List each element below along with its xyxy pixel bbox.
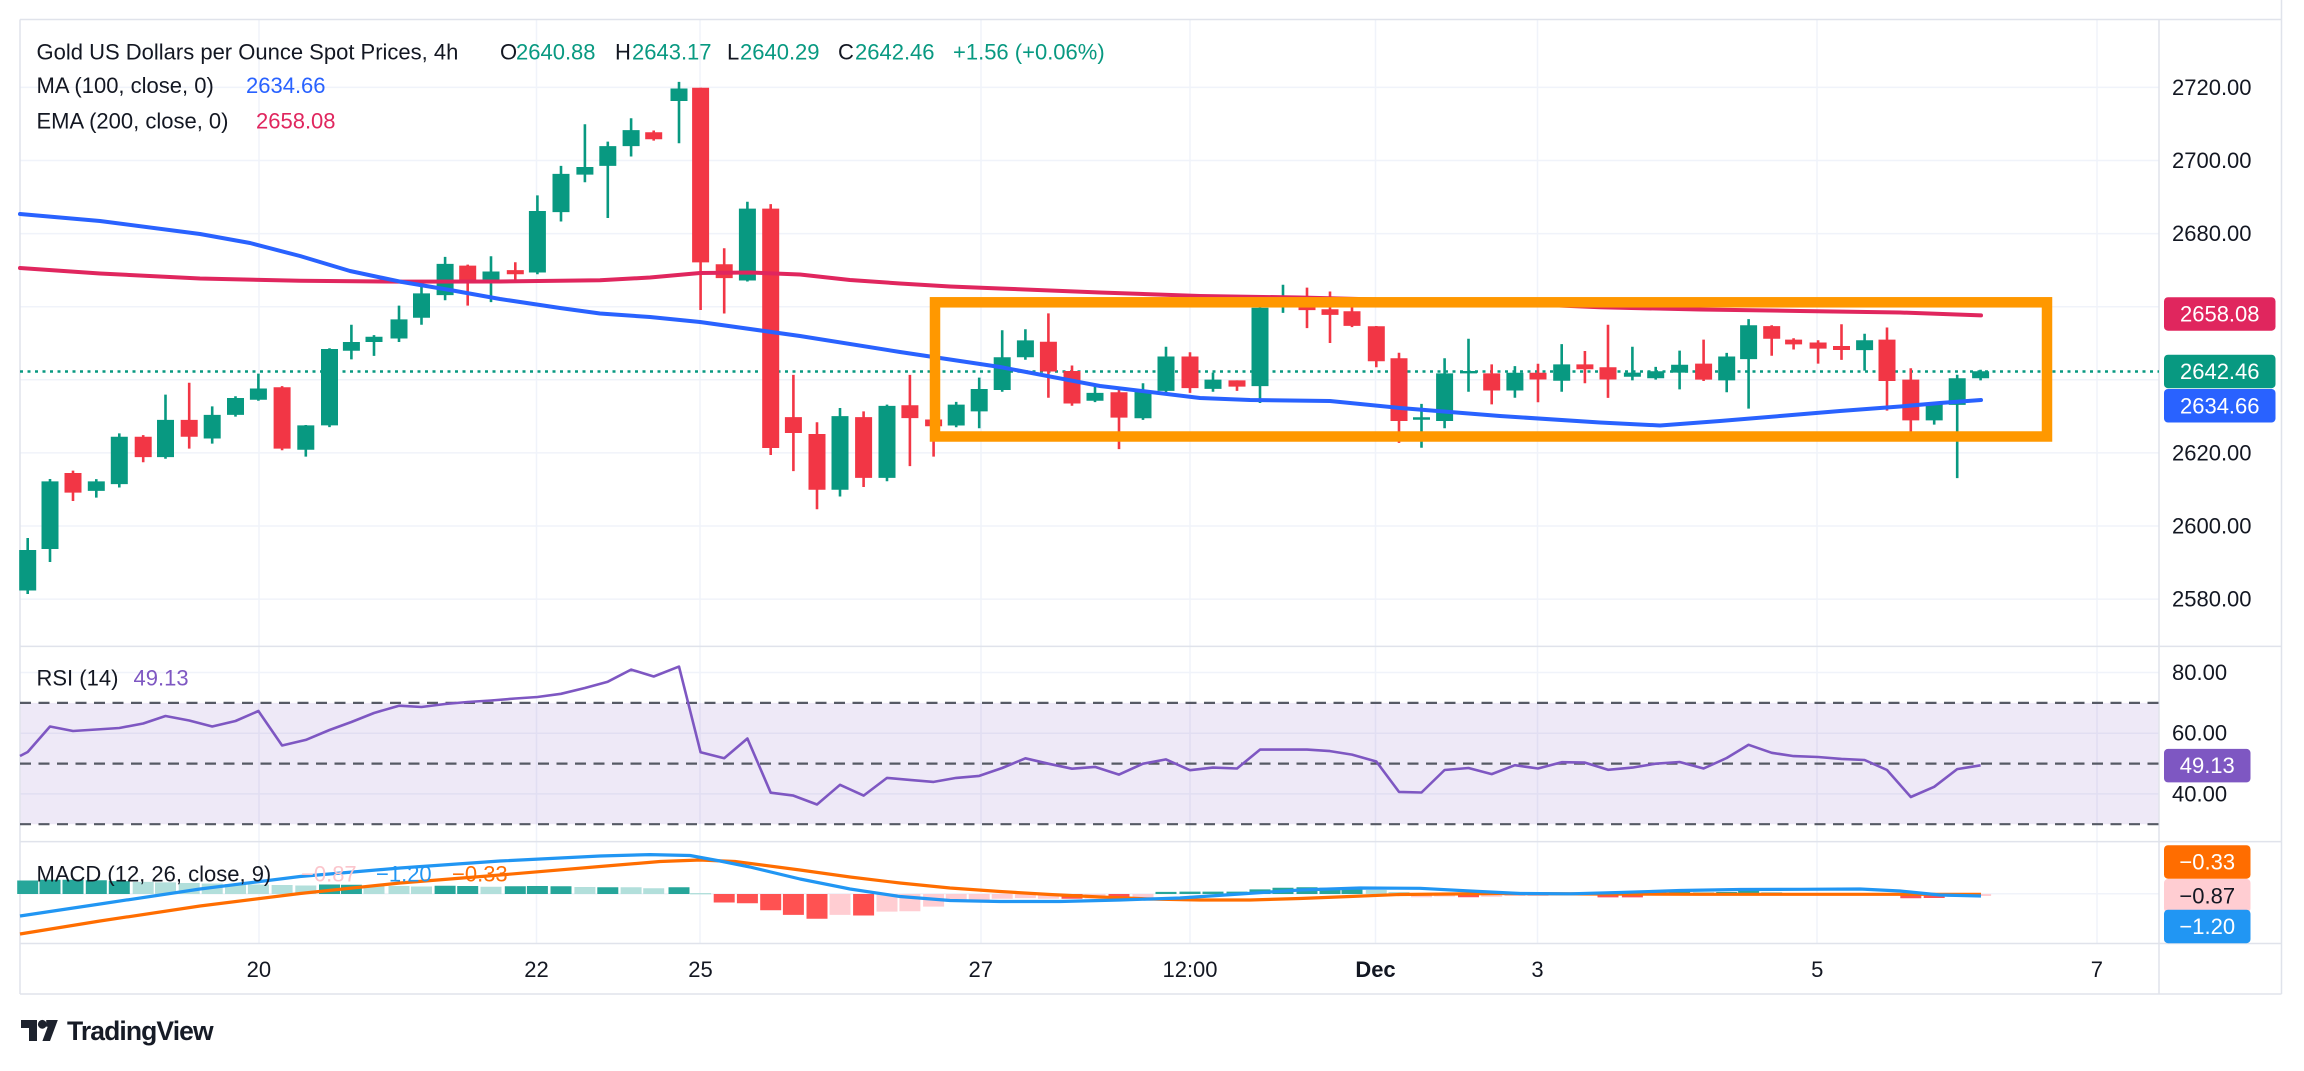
svg-text:RSI (14): RSI (14) xyxy=(37,666,119,691)
svg-text:2620.00: 2620.00 xyxy=(2172,440,2252,465)
svg-text:2642.46: 2642.46 xyxy=(855,40,935,65)
svg-text:5: 5 xyxy=(1811,957,1823,982)
svg-text:7: 7 xyxy=(2091,957,2103,982)
svg-text:2700.00: 2700.00 xyxy=(2172,148,2252,173)
svg-text:20: 20 xyxy=(247,957,271,982)
svg-text:2634.66: 2634.66 xyxy=(246,73,326,98)
svg-text:2642.46: 2642.46 xyxy=(2180,359,2260,384)
svg-text:2634.66: 2634.66 xyxy=(2180,393,2260,418)
svg-text:2658.08: 2658.08 xyxy=(2180,302,2260,327)
svg-text:22: 22 xyxy=(524,957,548,982)
svg-text:25: 25 xyxy=(688,957,712,982)
svg-text:Gold US Dollars per Ounce Spot: Gold US Dollars per Ounce Spot Prices, 4… xyxy=(37,40,459,65)
svg-text:3: 3 xyxy=(1531,957,1543,982)
svg-text:2643.17: 2643.17 xyxy=(632,40,712,65)
svg-text:EMA (200, close, 0): EMA (200, close, 0) xyxy=(37,109,229,134)
svg-text:80.00: 80.00 xyxy=(2172,660,2227,685)
svg-text:40.00: 40.00 xyxy=(2172,781,2227,806)
svg-text:27: 27 xyxy=(968,957,992,982)
svg-text:2680.00: 2680.00 xyxy=(2172,221,2252,246)
svg-text:−1.20: −1.20 xyxy=(376,862,432,887)
svg-text:Dec: Dec xyxy=(1355,957,1395,982)
svg-text:2658.08: 2658.08 xyxy=(256,109,336,134)
svg-text:12:00: 12:00 xyxy=(1162,957,1217,982)
svg-text:2720.00: 2720.00 xyxy=(2172,75,2252,100)
svg-text:TradingView: TradingView xyxy=(67,1016,214,1046)
svg-text:−0.87: −0.87 xyxy=(2179,883,2235,908)
svg-text:49.13: 49.13 xyxy=(2180,753,2235,778)
svg-text:MA (100, close, 0): MA (100, close, 0) xyxy=(37,73,214,98)
svg-text:2640.88: 2640.88 xyxy=(516,40,596,65)
svg-text:+1.56 (+0.06%): +1.56 (+0.06%) xyxy=(953,40,1105,65)
svg-text:O: O xyxy=(500,40,517,65)
svg-text:−0.87: −0.87 xyxy=(301,862,357,887)
svg-text:2640.29: 2640.29 xyxy=(740,40,820,65)
svg-text:2580.00: 2580.00 xyxy=(2172,587,2252,612)
svg-text:H: H xyxy=(615,40,631,65)
svg-text:60.00: 60.00 xyxy=(2172,721,2227,746)
svg-text:49.13: 49.13 xyxy=(134,666,189,691)
svg-text:2600.00: 2600.00 xyxy=(2172,514,2252,539)
svg-text:−0.33: −0.33 xyxy=(2179,850,2235,875)
svg-text:−0.33: −0.33 xyxy=(452,862,508,887)
svg-text:MACD (12, 26, close, 9): MACD (12, 26, close, 9) xyxy=(37,862,272,887)
svg-text:−1.20: −1.20 xyxy=(2179,914,2235,939)
svg-text:C: C xyxy=(838,40,854,65)
svg-text:L: L xyxy=(727,40,739,65)
